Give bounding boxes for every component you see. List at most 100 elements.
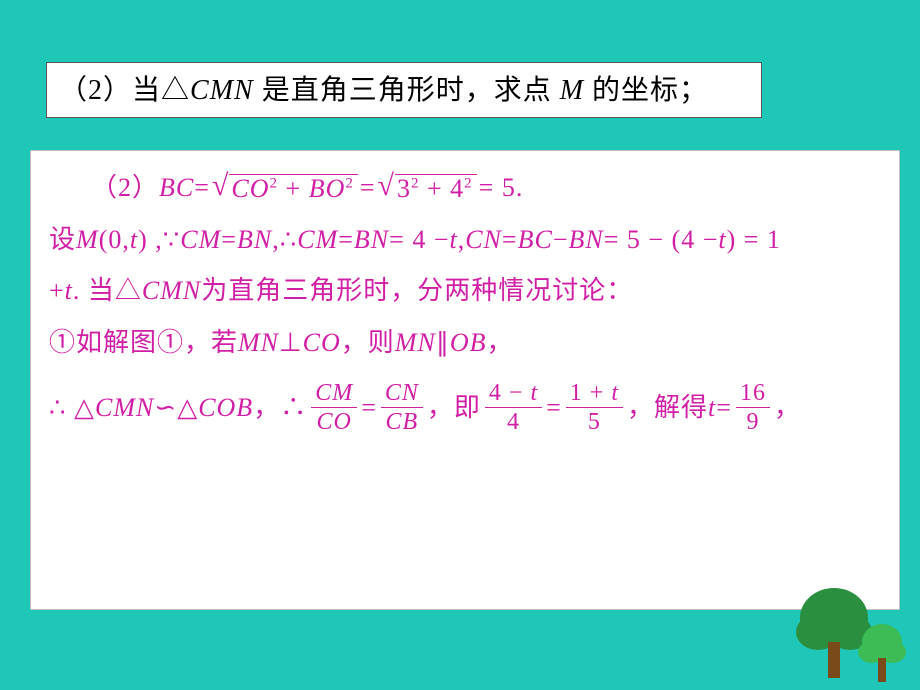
l5t: t	[708, 387, 716, 429]
l2j: −	[553, 219, 569, 261]
l2a: 设	[49, 219, 76, 261]
l2k: = 5 − (4 −	[604, 219, 719, 261]
l2g: = 4 −	[389, 219, 449, 261]
l2b: (0,	[99, 219, 130, 261]
solution-line-4: ①如解图①，若 MN⊥CO，则 MN∥OB，	[49, 322, 881, 364]
l2d: =	[221, 219, 237, 261]
solution-line-1: （2） BC = √ CO2 + BO2 = √ 32 + 42 = 5.	[49, 167, 881, 209]
l4a: ①如解图①，若	[49, 322, 238, 364]
l2h: ,	[458, 219, 466, 261]
f5d: 9	[742, 410, 763, 434]
l2bn: BN	[237, 219, 272, 261]
l4e: ，	[486, 322, 513, 364]
frac-bar	[311, 407, 357, 408]
frac-bar	[485, 407, 542, 408]
radical-sign: √	[212, 171, 229, 201]
l4mn: MN	[238, 322, 279, 364]
fraction-1pt-5: 1 + t 5	[566, 381, 623, 434]
r2p: +	[420, 174, 451, 203]
q-suf: 的坐标；	[584, 75, 708, 106]
feq1: =	[361, 387, 377, 429]
l1-eq: =	[194, 167, 210, 209]
f4n: 1 + t	[566, 381, 623, 405]
r1a: CO	[231, 174, 269, 203]
l4d: ∥	[436, 322, 450, 364]
frac-bar	[381, 407, 423, 408]
l3a: +	[49, 270, 65, 312]
r2be: 2	[464, 175, 473, 191]
f3n: 4 − t	[485, 381, 542, 405]
l2i: =	[502, 219, 518, 261]
l3b: . 当△	[73, 270, 142, 312]
f2n: CN	[381, 381, 423, 405]
f1n: CM	[311, 381, 357, 405]
l4b: ⊥	[279, 322, 303, 364]
radicand-1: CO2 + BO2	[229, 174, 357, 203]
solution-box: （2） BC = √ CO2 + BO2 = √ 32 + 42 = 5. 设M…	[30, 150, 900, 610]
r2a: 3	[397, 174, 411, 203]
l2e: ,∴	[272, 219, 297, 261]
l3c: 为直角三角形时，分两种情况讨论：	[201, 270, 633, 312]
l5a: ∴ △	[49, 387, 95, 429]
r2ae: 2	[411, 175, 420, 191]
l2bn2: BN	[354, 219, 389, 261]
l4ob: OB	[450, 322, 487, 364]
solution-line-5: ∴ △CMN∽△COB，∴ CM CO = CN CB ，即 4 − t 4 =…	[49, 381, 881, 434]
l1-end: = 5.	[479, 167, 524, 209]
question-box: （2）当△CMN 是直角三角形时，求点 M 的坐标；	[46, 62, 762, 118]
fraction-cm-co: CM CO	[311, 381, 357, 434]
radical-sign-2: √	[378, 171, 395, 201]
r1ae: 2	[270, 175, 279, 191]
r1b: BO	[309, 174, 346, 203]
f1d: CO	[313, 410, 356, 434]
l2bn3: BN	[568, 219, 603, 261]
f3d: 4	[503, 410, 524, 434]
l4c: ，则	[341, 322, 395, 364]
l2t2: t	[449, 219, 457, 261]
question-text: （2）当△CMN 是直角三角形时，求点 M 的坐标；	[59, 75, 708, 106]
l5e: ，解得	[627, 387, 708, 429]
q-pt: M	[560, 75, 584, 106]
l5g: ，	[774, 387, 801, 429]
frac-bar	[736, 407, 770, 408]
l3cmn: CMN	[142, 270, 201, 312]
frac-bar	[566, 407, 623, 408]
l2bc2: BC	[518, 219, 553, 261]
l4mn2: MN	[395, 322, 436, 364]
l5sim: ∽	[154, 387, 177, 429]
q-pre: （2）当△	[59, 75, 190, 106]
l5c: ，∴	[253, 387, 307, 429]
sqrt-1: √ CO2 + BO2	[212, 173, 358, 203]
sqrt-2: √ 32 + 42	[378, 173, 477, 203]
l2t: t	[130, 219, 138, 261]
f5n: 16	[736, 381, 770, 405]
f2d: CB	[382, 410, 423, 434]
l5f: =	[716, 387, 732, 429]
l5d: ，即	[427, 387, 481, 429]
l2f: =	[338, 219, 354, 261]
fraction-16-9: 16 9	[736, 381, 770, 434]
q-mid: 是直角三角形时，求点	[254, 75, 560, 106]
l2l: ) = 1	[727, 219, 781, 261]
l2cm: CM	[180, 219, 221, 261]
q-tri: CMN	[190, 75, 254, 106]
fraction-cn-cb: CN CB	[381, 381, 423, 434]
l5cob: COB	[198, 387, 253, 429]
l2c: ) ,∵	[138, 219, 180, 261]
solution-line-3: + t. 当△CMN 为直角三角形时，分两种情况讨论：	[49, 270, 881, 312]
r1be: 2	[345, 175, 354, 191]
fraction-4mt-4: 4 − t 4	[485, 381, 542, 434]
solution-line-2: 设M(0,t) ,∵ CM = BN ,∴ CM = BN = 4 − t , …	[49, 219, 881, 261]
l5cmn: CMN	[95, 387, 154, 429]
l3t: t	[65, 270, 73, 312]
radicand-2: 32 + 42	[395, 174, 477, 203]
r1p: +	[278, 174, 309, 203]
l2t3: t	[718, 219, 726, 261]
l5b: △	[177, 387, 198, 429]
feq2: =	[546, 387, 562, 429]
l2cn: CN	[465, 219, 502, 261]
l1-bc: BC	[159, 167, 194, 209]
r2b: 4	[450, 174, 464, 203]
l2cm2: CM	[297, 219, 338, 261]
l1-prefix: （2）	[91, 167, 159, 209]
